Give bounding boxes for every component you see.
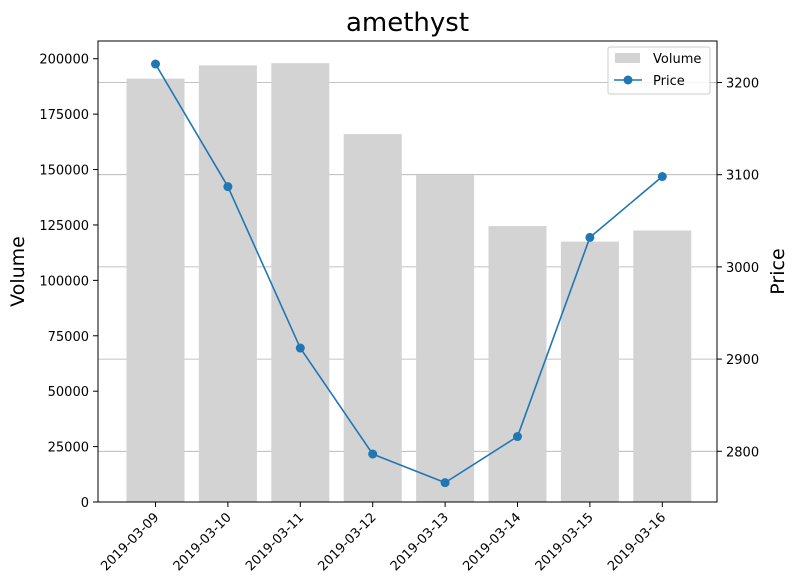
y-right-tick-label: 2900 bbox=[726, 353, 759, 368]
y-left-tick-label: 125000 bbox=[39, 219, 89, 234]
volume-bar bbox=[343, 134, 402, 502]
price-point bbox=[368, 449, 378, 459]
x-tick-label: 2019-03-09 bbox=[98, 510, 162, 574]
x-tick-label: 2019-03-12 bbox=[315, 510, 379, 574]
price-line bbox=[154, 63, 663, 484]
legend: Volume Price bbox=[607, 46, 711, 95]
price-point bbox=[151, 59, 160, 69]
volume-bars bbox=[126, 63, 692, 503]
price-point bbox=[295, 343, 305, 353]
y-left-tick-label: 150000 bbox=[39, 164, 89, 179]
y-left-tick-label: 0 bbox=[81, 496, 89, 511]
y-left-tick-label: 25000 bbox=[48, 441, 89, 456]
plot-frame bbox=[97, 40, 718, 503]
legend-swatch-volume bbox=[615, 53, 640, 63]
y-right-tick-label: 3000 bbox=[726, 261, 759, 276]
y-left-tick-label: 200000 bbox=[39, 53, 89, 68]
chart-title: amethyst bbox=[346, 8, 469, 38]
legend-label-price: Price bbox=[653, 74, 685, 89]
y-left-tick-label: 50000 bbox=[48, 385, 89, 400]
grid-lines bbox=[98, 82, 717, 452]
volume-bar bbox=[560, 241, 619, 502]
price-point bbox=[513, 432, 522, 442]
volume-bar bbox=[633, 230, 692, 502]
price-point bbox=[585, 232, 595, 242]
volume-bar bbox=[198, 65, 257, 502]
y-right-tick-label: 2800 bbox=[726, 445, 759, 460]
price-point bbox=[440, 478, 450, 488]
y-left-tick-label: 75000 bbox=[48, 330, 89, 345]
legend-marker-price bbox=[623, 75, 633, 85]
volume-bar bbox=[271, 63, 330, 503]
x-tick-label: 2019-03-11 bbox=[243, 510, 307, 574]
price-line-group bbox=[151, 59, 667, 488]
y-right-tick-label: 3200 bbox=[726, 76, 759, 91]
volume-bar bbox=[416, 175, 475, 503]
legend-label-volume: Volume bbox=[653, 52, 701, 67]
y-axis-right-title: Price bbox=[767, 248, 789, 294]
x-tick-label: 2019-03-15 bbox=[533, 510, 597, 574]
price-point bbox=[657, 172, 667, 182]
x-tick-label: 2019-03-13 bbox=[388, 510, 452, 574]
x-tick-label: 2019-03-14 bbox=[460, 510, 524, 574]
y-left-tick-label: 175000 bbox=[39, 108, 89, 123]
x-tick-label: 2019-03-16 bbox=[605, 510, 669, 574]
x-tick-label: 2019-03-10 bbox=[171, 510, 235, 574]
y-right-tick-label: 3100 bbox=[726, 169, 759, 184]
y-left-tick-label: 100000 bbox=[39, 274, 89, 289]
volume-bar bbox=[488, 226, 547, 502]
volume-bar bbox=[126, 78, 185, 502]
y-axis-left-title: Volume bbox=[7, 236, 29, 307]
price-point bbox=[223, 182, 233, 192]
